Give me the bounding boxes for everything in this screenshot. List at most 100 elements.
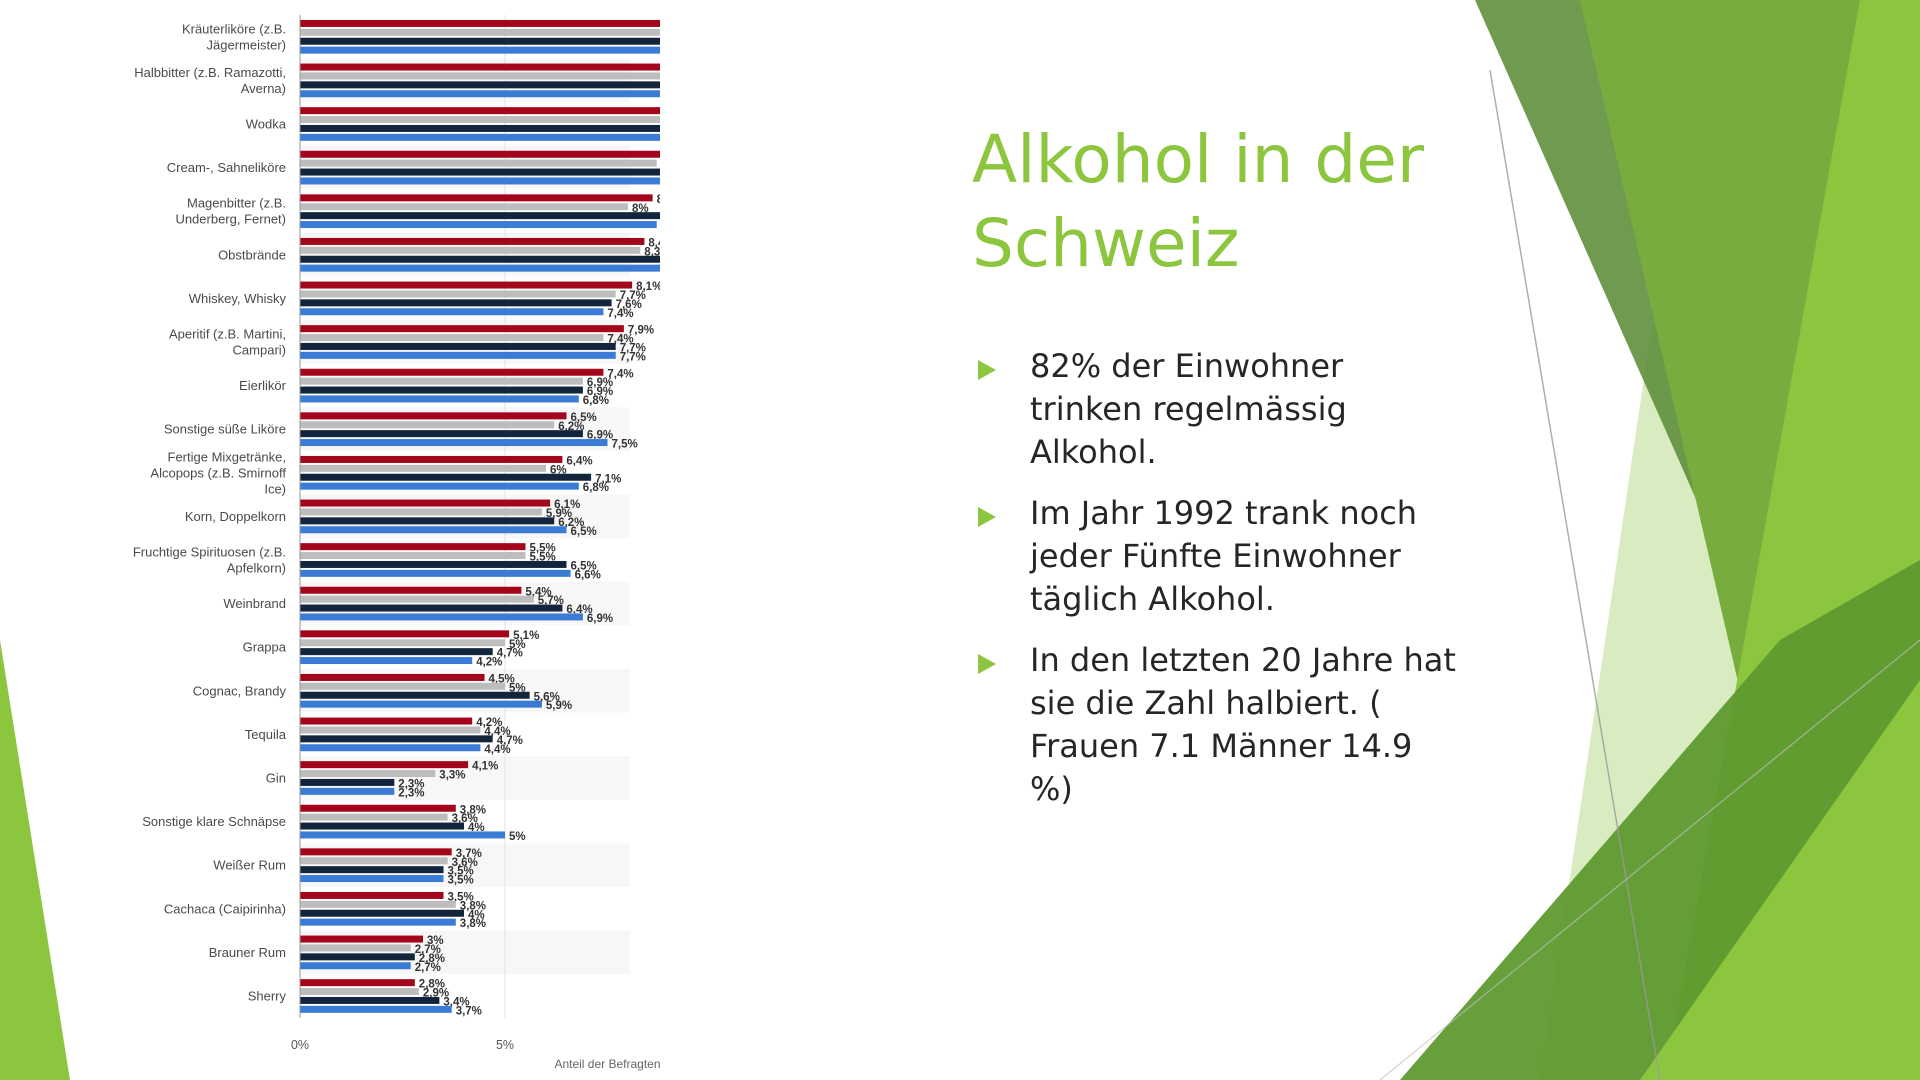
bar-value-label: 2,9% <box>423 988 449 1000</box>
bar <box>300 116 660 124</box>
category-label: Obstbrände <box>218 247 286 262</box>
bar-value-label: 7,9% <box>628 325 654 337</box>
bar-value-label: 5,1% <box>513 630 539 642</box>
bar-value-label: 7,5% <box>612 439 638 451</box>
deco-left-green <box>0 640 70 1080</box>
bar-chart: Kräuterliköre (z.B. Jägermeister) Halbbitt… <box>133 15 660 1071</box>
bar-value-label: 4% <box>468 822 485 834</box>
category-label-line: Fruchtige Spirituosen (z.B. <box>133 545 286 560</box>
bar-value-label: 6,9% <box>587 613 613 625</box>
category-label-line: Brauner Rum <box>209 945 286 960</box>
bar-value-label: 2,7% <box>415 944 441 956</box>
bar-value-label: 5,5% <box>530 552 556 564</box>
bar <box>300 421 555 429</box>
bar-value-label: 6,5% <box>571 526 597 538</box>
bar-value-label: 5% <box>509 831 526 843</box>
bar-value-label: 8,4% <box>648 237 660 249</box>
category-label-line: Weißer Rum <box>213 858 286 873</box>
bar <box>300 804 456 812</box>
bar <box>300 935 423 943</box>
category-label-line: Averna) <box>241 81 286 96</box>
bar <box>300 203 628 211</box>
bar-value-label: 8,3% <box>644 246 660 258</box>
bar-value-label: 6,2% <box>558 421 584 433</box>
bar <box>300 770 436 778</box>
bar <box>300 237 645 245</box>
bar <box>300 875 444 883</box>
bar-value-label: 4,7% <box>497 735 523 747</box>
bar-value-label: 2,8% <box>419 979 445 991</box>
bar <box>300 613 583 621</box>
bar <box>300 953 415 961</box>
bar <box>300 351 616 359</box>
bar-value-label: 3,8% <box>460 900 486 912</box>
deco-bottom-bright <box>1640 680 1920 1080</box>
bar-value-label: 4,4% <box>484 726 510 738</box>
bar <box>300 342 616 350</box>
category-label: Grappa <box>243 640 287 655</box>
bar-value-label: 6,9% <box>587 377 613 389</box>
bar-value-label: 5,5% <box>530 543 556 555</box>
category-label-line: Campari) <box>233 343 286 358</box>
deco-line-2 <box>1379 639 1920 1080</box>
bar <box>300 81 660 89</box>
bar <box>300 909 464 917</box>
category-label-line: Cognac, Brandy <box>193 683 287 698</box>
bar-value-label: 2,3% <box>398 787 424 799</box>
bar-value-label: 6% <box>550 464 567 476</box>
bullet-list: 82% der Einwohner trinken regelmässig Al… <box>978 345 1458 829</box>
bar <box>300 19 660 27</box>
bar <box>300 988 419 996</box>
bullet-arrow-icon <box>978 654 996 674</box>
bar-value-label: 7,7% <box>620 290 646 302</box>
bar <box>300 822 464 830</box>
bullet-text-1: 82% der Einwohner trinken regelmässig Al… <box>1030 347 1347 471</box>
bar-value-label: 6,6% <box>575 569 601 581</box>
bar <box>300 761 469 769</box>
category-label: Aperitif (z.B. Martini, Campari) <box>169 327 286 358</box>
category-label: Weinbrand <box>223 596 286 611</box>
bar <box>300 900 456 908</box>
bar-value-label: 3,8% <box>460 918 486 930</box>
bar <box>300 700 542 708</box>
bar <box>300 255 660 263</box>
bar <box>300 28 660 36</box>
bar-value-label: 4% <box>468 909 485 921</box>
category-label-line: Ice) <box>264 481 286 496</box>
bar <box>300 508 542 516</box>
bar <box>300 37 660 45</box>
category-label: Cachaca (Caipirinha) <box>164 901 286 916</box>
bar <box>300 866 444 874</box>
category-label-line: Weinbrand <box>223 596 286 611</box>
bar <box>300 90 660 98</box>
bar-value-label: 5,4% <box>525 586 551 598</box>
bar <box>300 464 546 472</box>
category-label: Fruchtige Spirituosen (z.B. Apfelkorn) <box>133 545 286 576</box>
category-label-line: Whiskey, Whisky <box>189 291 287 306</box>
bar <box>300 150 660 158</box>
category-label-line: Sherry <box>248 989 287 1004</box>
slide-title: Alkohol in der Schweiz <box>972 118 1532 286</box>
bullet-item-3: In den letzten 20 Jahre hat sie die Zahl… <box>978 639 1458 811</box>
bar <box>300 281 633 289</box>
bar-value-label: 6,8% <box>583 482 609 494</box>
bar-value-label: 6,5% <box>571 412 597 424</box>
bar-value-label: 2,8% <box>419 953 445 965</box>
bar <box>300 177 660 185</box>
category-label: Magenbitter (z.B. Underberg, Fernet) <box>175 196 286 227</box>
category-label-line: Apfelkorn) <box>227 561 286 576</box>
bar <box>300 1005 452 1013</box>
bar <box>300 133 660 141</box>
x-tick-label: 0% <box>291 1038 309 1052</box>
bar-value-label: 3% <box>427 935 444 947</box>
category-label: Brauner Rum <box>209 945 286 960</box>
bar-value-label: 5% <box>509 639 526 651</box>
bar <box>300 368 604 376</box>
bar <box>300 72 660 80</box>
category-label-line: Magenbitter (z.B. <box>187 196 286 211</box>
bar-value-label: 4,1% <box>472 761 498 773</box>
bar-value-label: 3,5% <box>448 875 474 887</box>
category-label: Sonstige klare Schnäpse <box>142 814 286 829</box>
bar <box>300 334 604 342</box>
